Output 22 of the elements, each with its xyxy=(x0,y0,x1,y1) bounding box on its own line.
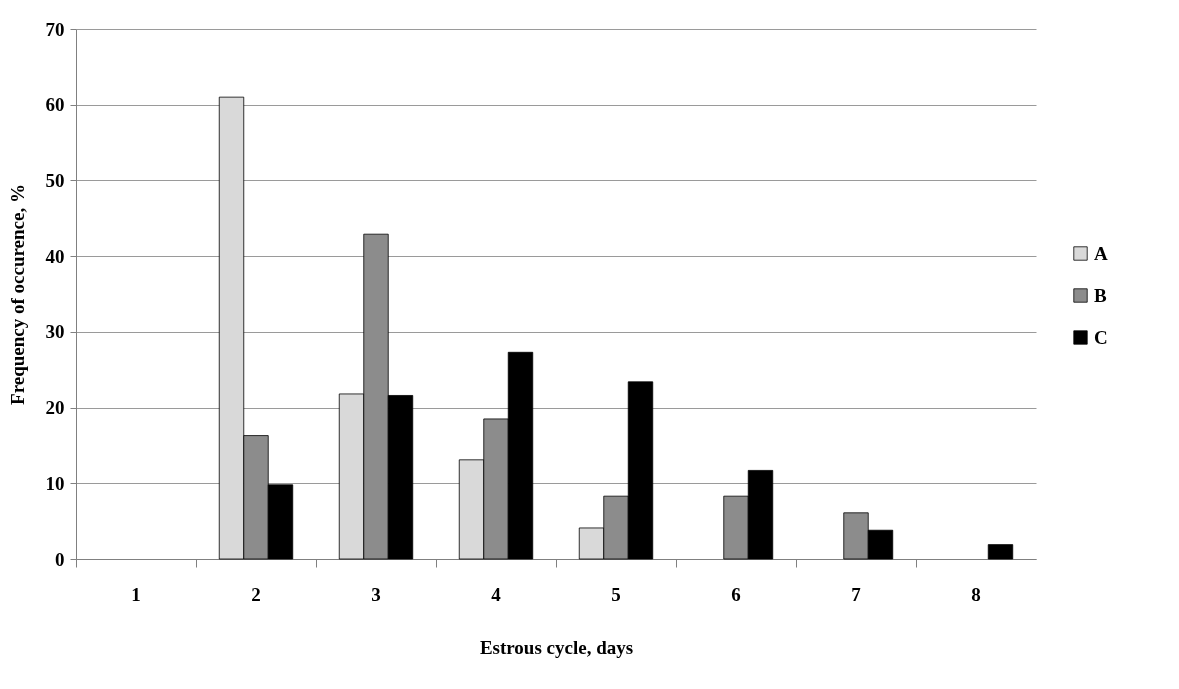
y-tick-label: 60 xyxy=(45,94,65,116)
y-tick-label: 40 xyxy=(45,245,65,267)
y-tick-label: 10 xyxy=(45,472,65,494)
x-tick-label: 6 xyxy=(731,583,741,605)
x-tick-label: 1 xyxy=(131,583,141,605)
x-tick-label: 4 xyxy=(491,583,502,605)
x-tick-label: 2 xyxy=(251,583,261,605)
legend-label: C xyxy=(1094,326,1108,348)
y-axis-title: Frequency of occurence, % xyxy=(6,184,28,405)
x-axis-title: Estrous cycle, days xyxy=(479,636,634,658)
y-tick-label: 0 xyxy=(55,548,65,570)
y-tick-label: 50 xyxy=(45,169,65,191)
y-tick-label: 30 xyxy=(45,321,65,343)
x-tick-label: 8 xyxy=(971,583,981,605)
bar xyxy=(987,544,1014,560)
legend-label: A xyxy=(1094,242,1108,264)
legend-label: B xyxy=(1094,284,1107,306)
y-tick-label: 70 xyxy=(45,18,65,40)
x-tick-label: 7 xyxy=(851,583,862,605)
y-tick-label: 20 xyxy=(45,397,65,419)
x-tick-label: 5 xyxy=(611,583,621,605)
x-tick-label: 3 xyxy=(371,583,381,605)
